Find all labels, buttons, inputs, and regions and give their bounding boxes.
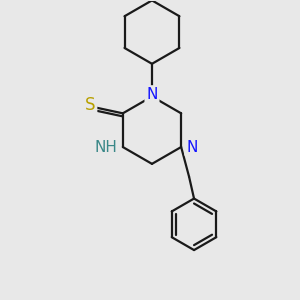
Text: S: S (85, 96, 95, 114)
Text: N: N (146, 87, 158, 102)
Text: NH: NH (95, 140, 118, 154)
Text: N: N (186, 140, 197, 154)
